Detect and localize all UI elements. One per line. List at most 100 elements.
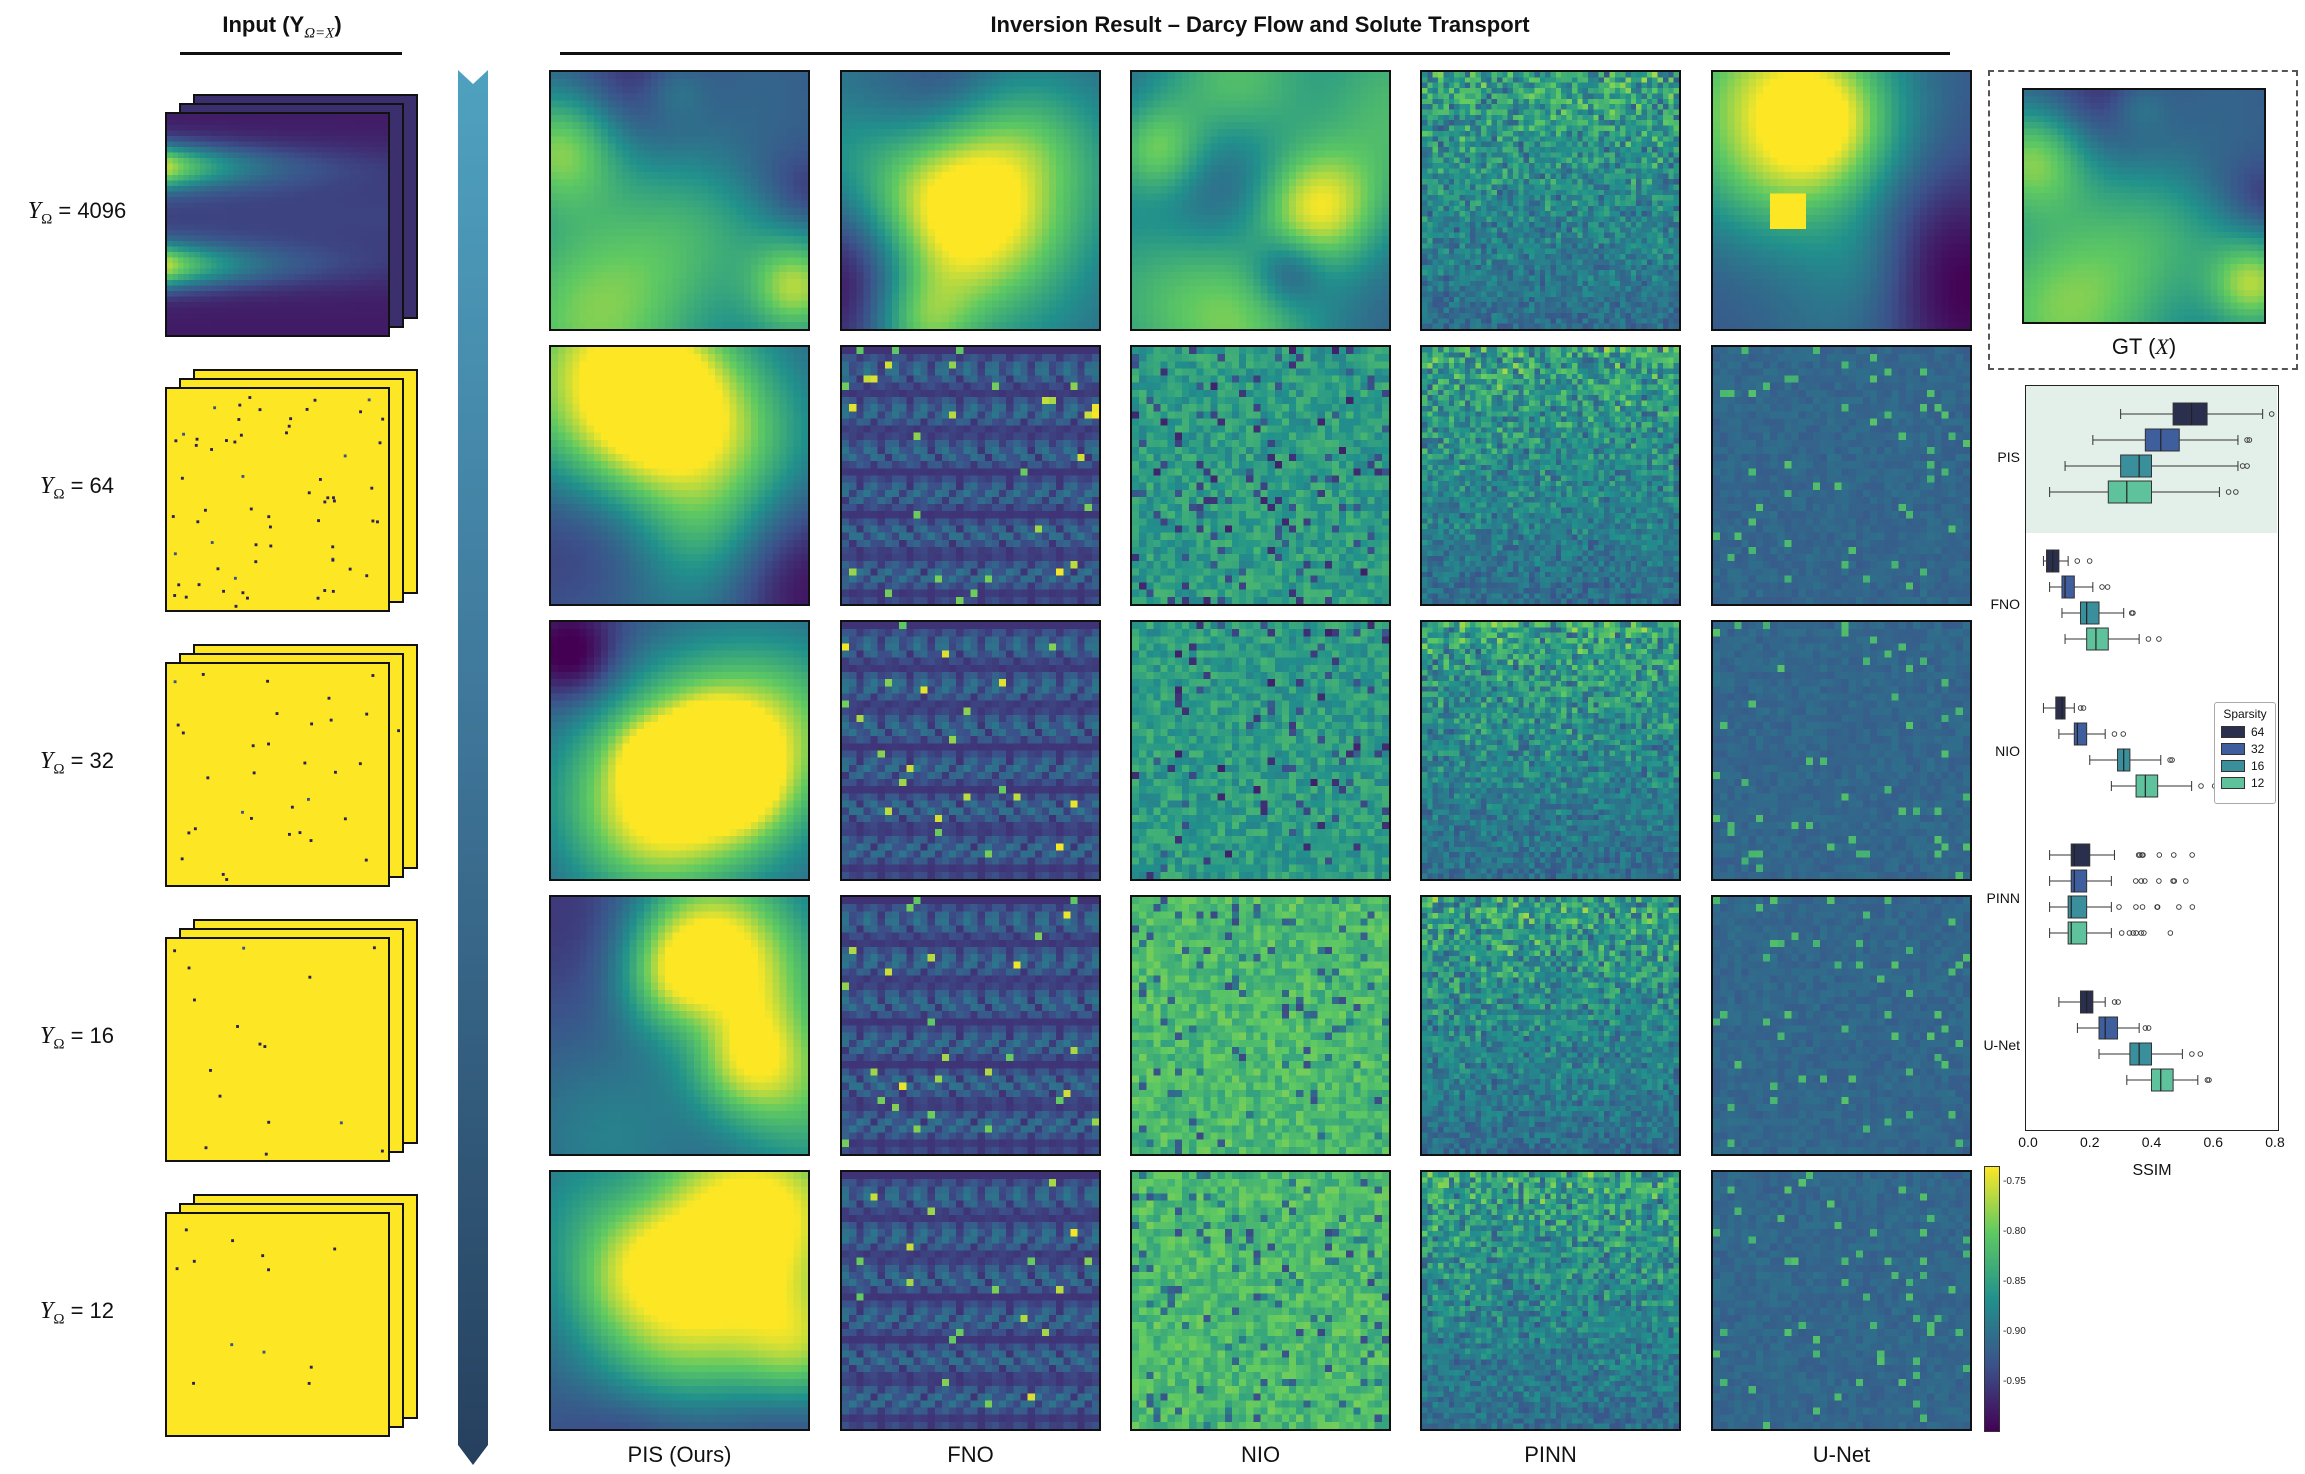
result-panel-r0-c1 xyxy=(840,70,1101,331)
input-header-sub: Ω=X xyxy=(304,25,334,41)
result-panel-r1-c3 xyxy=(1420,345,1681,606)
result-field xyxy=(551,1172,808,1429)
box-PIS-12 xyxy=(2049,480,2239,504)
result-field xyxy=(1422,1172,1679,1429)
result-field xyxy=(1132,1172,1389,1429)
column-label-3: PINN xyxy=(1420,1442,1681,1468)
result-field xyxy=(1422,347,1679,604)
result-field xyxy=(842,1172,1099,1429)
column-label-4: U-Net xyxy=(1711,1442,1972,1468)
input-field-3 xyxy=(165,937,390,1162)
ssim-method-label-2: NIO xyxy=(1960,743,2020,759)
result-panel-r3-c1 xyxy=(840,895,1101,1156)
result-panel-r2-c3 xyxy=(1420,620,1681,881)
ground-truth-box xyxy=(1988,70,2298,370)
result-field xyxy=(1132,72,1389,329)
result-panel-r0-c0 xyxy=(549,70,810,331)
result-panel-r1-c1 xyxy=(840,345,1101,606)
box-PIS-16 xyxy=(2064,454,2250,478)
input-sparse-points xyxy=(173,946,384,1156)
input-field-0 xyxy=(165,112,390,337)
legend-swatch xyxy=(2221,759,2245,772)
legend-label: 64 xyxy=(2251,725,2264,739)
row-label-1: YΩ = 64 xyxy=(2,473,152,503)
result-panel-r2-c0 xyxy=(549,620,810,881)
box-NIO-16 xyxy=(2089,748,2175,772)
row-label-0: YΩ = 4096 xyxy=(2,198,152,228)
ssim-xtick-0: 0.0 xyxy=(2013,1134,2043,1150)
ssim-xlabel: SSIM xyxy=(2025,1162,2279,1180)
input-sparse-points xyxy=(175,1228,337,1385)
result-panel-r4-c1 xyxy=(840,1170,1101,1431)
result-field xyxy=(1422,622,1679,879)
input-field-1 xyxy=(165,387,390,612)
result-field xyxy=(1713,347,1970,604)
legend-label: 16 xyxy=(2251,759,2264,773)
result-field xyxy=(1713,72,1970,329)
input-field-2 xyxy=(165,662,390,887)
input-header: Input (YΩ=X) xyxy=(162,12,402,42)
colorbar-tick-2: -0.85 xyxy=(2003,1276,2026,1287)
input-sparse-points xyxy=(173,672,375,881)
ssim-method-label-0: PIS xyxy=(1960,449,2020,465)
result-field xyxy=(1132,347,1389,604)
box-PINN-16 xyxy=(2049,895,2196,919)
box-FNO-16 xyxy=(2061,601,2136,625)
result-field xyxy=(1713,1172,1970,1429)
result-panel-r3-c4 xyxy=(1711,895,1972,1156)
box-PIS-64 xyxy=(2120,402,2275,426)
ground-truth-label: GT (X) xyxy=(2022,334,2266,360)
box-PINN-32 xyxy=(2049,869,2189,893)
colorbar-tick-1: -0.80 xyxy=(2003,1226,2026,1237)
column-label-1: FNO xyxy=(840,1442,1101,1468)
inversion-header-rule xyxy=(560,52,1950,55)
ssim-xtick-1: 0.2 xyxy=(2075,1134,2105,1150)
box-PINN-12 xyxy=(2049,921,2174,945)
colorbar-tick-0: -0.75 xyxy=(2003,1176,2026,1187)
legend-title: Sparsity xyxy=(2221,707,2269,721)
ssim-xtick-3: 0.6 xyxy=(2198,1134,2228,1150)
result-panel-r2-c4 xyxy=(1711,620,1972,881)
box-FNO-64 xyxy=(2042,549,2093,573)
inversion-header: Inversion Result – Darcy Flow and Solute… xyxy=(560,12,1960,38)
colorbar xyxy=(1984,1166,2000,1432)
column-label-0: PIS (Ours) xyxy=(549,1442,810,1468)
result-field xyxy=(842,897,1099,1154)
ssim-xtick-4: 0.8 xyxy=(2260,1134,2290,1150)
result-panel-r3-c0 xyxy=(549,895,810,1156)
result-field xyxy=(1422,72,1679,329)
colorbar-tick-3: -0.90 xyxy=(2003,1326,2026,1337)
result-panel-r1-c2 xyxy=(1130,345,1391,606)
input-field-4 xyxy=(165,1212,390,1437)
result-field xyxy=(842,622,1099,879)
result-panel-r3-c2 xyxy=(1130,895,1391,1156)
result-panel-r0-c3 xyxy=(1420,70,1681,331)
ssim-method-label-3: PINN xyxy=(1960,890,2020,906)
input-dense-field xyxy=(167,114,388,335)
legend-label: 32 xyxy=(2251,742,2264,756)
legend-swatch xyxy=(2221,725,2245,738)
box-NIO-12 xyxy=(2110,774,2218,798)
result-field xyxy=(842,347,1099,604)
result-panel-r2-c1 xyxy=(840,620,1101,881)
box-NIO-32 xyxy=(2058,722,2127,746)
box-FNO-32 xyxy=(2049,575,2111,599)
result-field xyxy=(551,897,808,1154)
box-FNO-12 xyxy=(2064,627,2162,651)
input-header-text: Input (Y xyxy=(222,12,304,37)
row-label-4: YΩ = 12 xyxy=(2,1298,152,1328)
row-label-2: YΩ = 32 xyxy=(2,748,152,778)
box-U-Net-16 xyxy=(2098,1042,2204,1066)
column-label-2: NIO xyxy=(1130,1442,1391,1468)
sparsity-legend: Sparsity 64 32 16 12 xyxy=(2214,702,2276,804)
ssim-method-label-4: U-Net xyxy=(1960,1037,2020,1053)
box-PINN-64 xyxy=(2049,843,2195,867)
legend-label: 12 xyxy=(2251,776,2264,790)
ssim-method-label-1: FNO xyxy=(1960,596,2020,612)
result-field xyxy=(1713,897,1970,1154)
result-field xyxy=(1132,622,1389,879)
ssim-xtick-2: 0.4 xyxy=(2137,1134,2167,1150)
ssim-boxplot xyxy=(2026,386,2277,1092)
box-NIO-64 xyxy=(2042,696,2087,720)
row-label-3: YΩ = 16 xyxy=(2,1023,152,1053)
